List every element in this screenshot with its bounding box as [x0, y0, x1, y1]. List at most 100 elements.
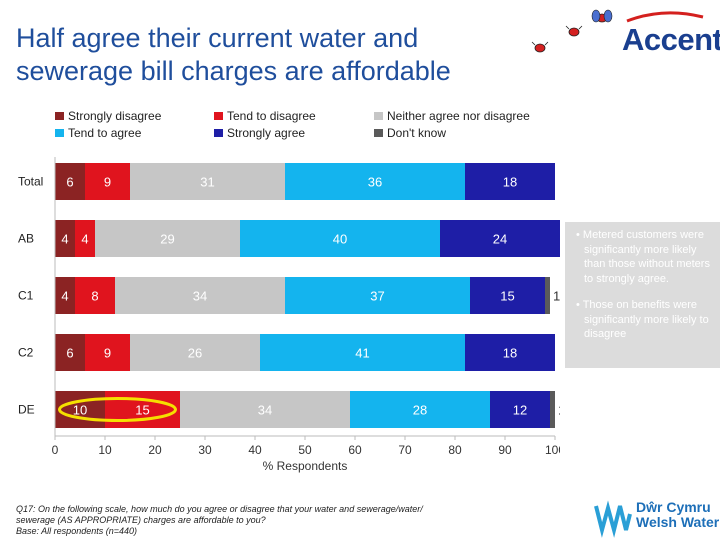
data-label: 4	[61, 232, 68, 247]
category-label: C2	[18, 346, 34, 360]
x-axis-label: % Respondents	[263, 459, 348, 473]
data-label: 1	[558, 403, 560, 418]
bar-segment	[490, 391, 550, 428]
bar-segment	[240, 220, 440, 257]
welsh-water-line-1: Dŵr Cymru	[636, 499, 711, 515]
notes-text: • Metered customers were significantly m…	[572, 228, 716, 354]
data-label: 4	[81, 232, 88, 247]
title-line-2: sewerage bill charges are affordable	[16, 56, 451, 86]
footnote-line-3: Base: All respondents (n=440)	[16, 526, 137, 536]
data-label: 34	[193, 289, 207, 304]
question-footnote: Q17: On the following scale, how much do…	[16, 504, 536, 537]
x-tick-label: 80	[448, 443, 462, 457]
legend-label: Don't know	[387, 126, 446, 140]
welsh-water-logo: Dŵr Cymru Welsh Water	[636, 500, 719, 530]
category-label: AB	[18, 232, 34, 246]
x-tick-label: 60	[348, 443, 362, 457]
data-label: 37	[370, 289, 384, 304]
highlight-ellipse	[58, 397, 177, 422]
bar-segment	[55, 391, 105, 428]
data-label: 29	[160, 232, 174, 247]
notes-panel	[565, 222, 720, 368]
data-label: 40	[333, 232, 347, 247]
bar-segment	[465, 163, 555, 200]
note-metered: • Metered customers were significantly m…	[576, 229, 710, 285]
category-label: C1	[18, 289, 34, 303]
data-label: 8	[91, 289, 98, 304]
stacked-bar-chart: Strongly disagree Tend to disagree Neither…	[18, 109, 560, 473]
data-label: 12	[513, 403, 527, 418]
data-label: 6	[66, 346, 73, 361]
ladybird-icon	[531, 9, 613, 53]
legend-swatch	[55, 112, 64, 120]
legend-swatch	[214, 112, 223, 120]
legend-label: Neither agree nor disagree	[387, 109, 530, 123]
bar-segment	[285, 277, 470, 314]
category-label: Total	[18, 175, 43, 189]
x-tick-label: 100	[545, 443, 560, 457]
category-label: DE	[18, 403, 35, 417]
footnote-line-1: Q17: On the following scale, how much do…	[16, 504, 423, 514]
bar-segment	[465, 334, 555, 371]
bar-segment	[470, 277, 545, 314]
data-label: 18	[503, 175, 517, 190]
data-label: 1	[553, 289, 560, 304]
bar-segment	[55, 220, 75, 257]
note-benefits: • Those on benefits were significantly m…	[576, 299, 709, 340]
legend-label: Strongly disagree	[68, 109, 162, 123]
bar-segment	[85, 163, 130, 200]
data-label: 24	[493, 232, 507, 247]
legend-swatch	[374, 129, 383, 137]
legend-label: Strongly agree	[227, 126, 305, 140]
bar-segment	[550, 391, 555, 428]
bar-segment	[85, 334, 130, 371]
x-tick-label: 70	[398, 443, 412, 457]
bar-segment	[95, 220, 240, 257]
bar-segment	[260, 334, 465, 371]
bar-segment	[55, 163, 85, 200]
legend-label: Tend to disagree	[227, 109, 316, 123]
bar-segment	[115, 277, 285, 314]
data-label: 10	[73, 403, 87, 418]
legend-swatch	[214, 129, 223, 137]
accent-logo: Accent	[622, 22, 720, 57]
accent-swoosh-icon	[626, 11, 704, 23]
legend-swatch	[55, 129, 64, 137]
page-title: Half agree their current water and sewer…	[16, 22, 536, 88]
bar-segment	[180, 391, 350, 428]
bar-segment	[350, 391, 490, 428]
bar-segment	[440, 220, 560, 257]
data-label: 9	[104, 175, 111, 190]
bar-segment	[55, 334, 85, 371]
bar-segment	[75, 220, 95, 257]
bar-segment	[130, 334, 260, 371]
data-label: 15	[135, 403, 149, 418]
x-tick-label: 30	[198, 443, 212, 457]
data-label: 9	[104, 346, 111, 361]
legend-label: Tend to agree	[68, 126, 142, 140]
data-label: 31	[200, 175, 214, 190]
x-tick-label: 50	[298, 443, 312, 457]
x-tick-label: 0	[52, 443, 59, 457]
welsh-water-wave-icon	[594, 500, 632, 538]
footnote-line-2: sewerage (AS APPROPRIATE) charges are af…	[16, 515, 266, 525]
legend-swatch	[374, 112, 383, 120]
chart-legend: Strongly disagree Tend to disagree Neither…	[55, 109, 530, 140]
bar-segment	[75, 277, 115, 314]
bar-segment	[55, 277, 75, 314]
data-label: 26	[188, 346, 202, 361]
data-label: 15	[500, 289, 514, 304]
x-tick-label: 90	[498, 443, 512, 457]
data-label: 4	[61, 289, 68, 304]
data-label: 41	[355, 346, 369, 361]
x-tick-label: 40	[248, 443, 262, 457]
data-label: 34	[258, 403, 272, 418]
welsh-water-line-2: Welsh Water	[636, 514, 720, 530]
bar-segment	[285, 163, 465, 200]
bar-segment	[130, 163, 285, 200]
x-tick-label: 10	[98, 443, 112, 457]
title-line-1: Half agree their current water and	[16, 23, 419, 53]
data-label: 36	[368, 175, 382, 190]
data-label: 28	[413, 403, 427, 418]
bar-segment	[545, 277, 550, 314]
